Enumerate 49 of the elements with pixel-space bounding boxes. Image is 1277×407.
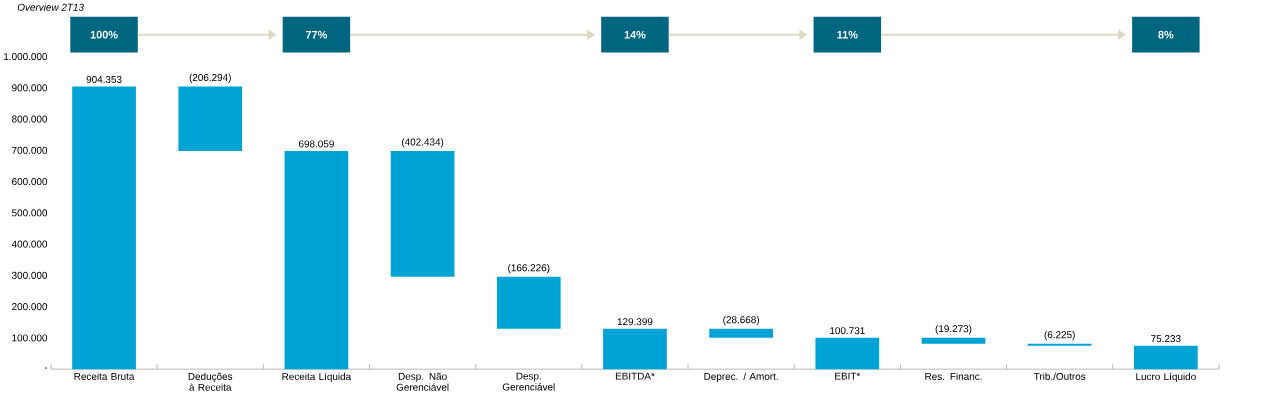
bar bbox=[496, 276, 561, 329]
x-tick-label: Deduções à Receita bbox=[188, 372, 233, 391]
y-tick-label: 700.000 bbox=[12, 146, 48, 154]
x-tick-label: EBITDA* bbox=[615, 372, 655, 380]
data-label: (19.273) bbox=[935, 324, 972, 335]
bar bbox=[178, 86, 243, 152]
bar bbox=[921, 337, 986, 344]
y-tick-label: 1.000.000 bbox=[4, 53, 48, 61]
bar bbox=[1134, 345, 1198, 370]
bar bbox=[709, 328, 773, 338]
x-tick-label: EBIT* bbox=[835, 372, 861, 380]
data-label: (402.434) bbox=[401, 138, 444, 148]
x-tick-label: Receita Bruta bbox=[74, 372, 135, 380]
x-tick-label: Desp. Não Gerenciável bbox=[396, 372, 449, 391]
data-label: 698.059 bbox=[298, 140, 334, 148]
bar bbox=[284, 151, 349, 370]
bar bbox=[815, 337, 880, 370]
text: 14% bbox=[624, 30, 646, 39]
data-label: (206.294) bbox=[189, 73, 231, 84]
y-tick-label: 600.000 bbox=[12, 178, 48, 186]
x-tick-label: Desp. Gerenciável bbox=[502, 372, 555, 391]
bar bbox=[603, 328, 667, 370]
bar bbox=[390, 151, 455, 277]
y-tick-label: 900.000 bbox=[12, 84, 48, 92]
y-tick-label: 400.000 bbox=[11, 240, 48, 248]
data-label: 75.233 bbox=[1151, 335, 1181, 343]
text: 100% bbox=[90, 30, 118, 39]
data-label: (28.668) bbox=[723, 316, 759, 326]
x-tick-label: Receita Líquida bbox=[282, 372, 352, 383]
y-tick-label: 800.000 bbox=[12, 115, 48, 123]
data-label: (6.225) bbox=[1044, 331, 1075, 341]
text: 8% bbox=[1158, 30, 1174, 39]
x-tick-label: Deprec. / Amort. bbox=[704, 372, 778, 382]
data-label: 904.353 bbox=[86, 75, 122, 84]
chart-title: Overview 2T13 bbox=[17, 3, 84, 11]
bar bbox=[72, 86, 136, 370]
text: 11% bbox=[837, 30, 858, 39]
data-label: 100.731 bbox=[830, 327, 865, 335]
y-tick-label: 100.000 bbox=[12, 334, 48, 342]
y-tick-label: - bbox=[44, 367, 48, 369]
y-tick-label: 200.000 bbox=[12, 303, 48, 311]
text: 77% bbox=[305, 30, 328, 39]
x-tick-label: Lucro Líquido bbox=[1136, 372, 1196, 383]
x-tick-label: Res. Financ. bbox=[925, 372, 982, 380]
y-tick-label: 500.000 bbox=[11, 209, 48, 217]
x-tick-label: Trib./Outros bbox=[1033, 372, 1086, 380]
data-label: 129.399 bbox=[617, 318, 653, 326]
y-tick-label: 300.000 bbox=[11, 271, 48, 279]
data-label: (166.226) bbox=[508, 264, 550, 274]
